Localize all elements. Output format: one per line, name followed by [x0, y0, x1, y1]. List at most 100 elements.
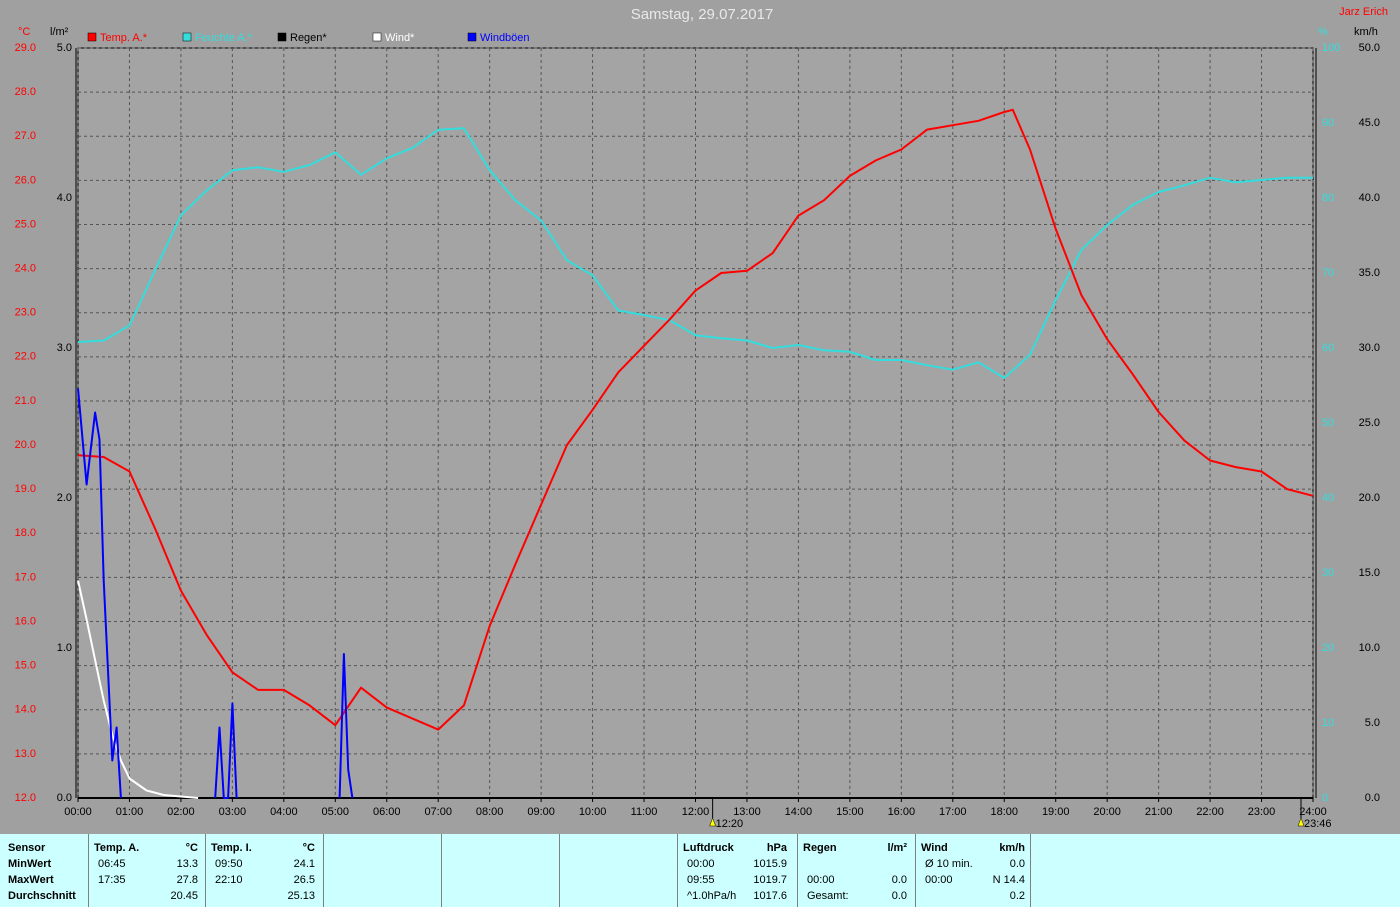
x-tick-label: 15:00 — [836, 806, 864, 818]
y2-tick-label: 45.0 — [1359, 117, 1380, 129]
group-unit: l/m² — [887, 842, 907, 854]
y-tick-label: 19.0 — [15, 483, 36, 495]
x-tick-label: 10:00 — [579, 806, 607, 818]
y-tick-label: 28.0 — [15, 86, 36, 98]
cell-label: 09:55 — [687, 874, 715, 886]
annotation-label: 12:20 — [716, 818, 744, 830]
y4-tick-label: 20 — [1322, 642, 1334, 654]
y-tick-label: 14.0 — [15, 704, 36, 716]
y-tick-label: 22.0 — [15, 351, 36, 363]
x-tick-label: 18:00 — [990, 806, 1018, 818]
cell-label: 09:50 — [215, 858, 243, 870]
chart: Samstag, 29.07.2017 Jarz Erich °C l/m² %… — [15, 6, 1388, 830]
row-label: MaxWert — [8, 874, 54, 886]
legend-swatch — [87, 32, 97, 42]
x-tick-label: 19:00 — [1042, 806, 1070, 818]
y-tick-label: 24.0 — [15, 262, 36, 274]
legend-swatch — [372, 32, 382, 42]
group-title: Regen — [803, 842, 837, 854]
cell-value: 25.13 — [287, 890, 315, 902]
column-separator — [205, 834, 206, 907]
cell-value: 0.0 — [1009, 858, 1025, 870]
y-tick-label: 13.0 — [15, 748, 36, 760]
y-tick-label: 12.0 — [15, 792, 36, 804]
column-separator — [1030, 834, 1031, 907]
cell-value: 0.0 — [891, 874, 907, 886]
group-title: Wind — [921, 842, 948, 854]
y4-tick-label: 50 — [1322, 417, 1334, 429]
group-title: Temp. A. — [94, 842, 140, 854]
cell-label: 06:45 — [98, 858, 126, 870]
group-title: Temp. I. — [211, 842, 252, 854]
series-line — [77, 108, 1314, 731]
y2-tick-label: 20.0 — [1359, 492, 1380, 504]
cell-value: 0.2 — [1009, 890, 1025, 902]
y3-tick-label: 3.0 — [57, 342, 72, 354]
row-label: Sensor — [8, 842, 46, 854]
column-separator — [797, 834, 798, 907]
y2-tick-label: 25.0 — [1359, 417, 1380, 429]
cell-label: ^1.0hPa/h — [687, 890, 737, 902]
cell-value: 1015.9 — [753, 858, 787, 870]
cell-value: 27.8 — [176, 874, 198, 886]
cell-label: 22:10 — [215, 874, 243, 886]
y4-tick-label: 40 — [1322, 492, 1334, 504]
cell-value: 1019.7 — [753, 874, 787, 886]
x-tick-label: 16:00 — [888, 806, 916, 818]
cell-label: 17:35 — [98, 874, 126, 886]
x-tick-label: 09:00 — [527, 806, 555, 818]
x-tick-label: 05:00 — [322, 806, 350, 818]
legend-swatch — [277, 32, 287, 42]
y3-tick-label: 4.0 — [57, 192, 72, 204]
y2-tick-label: 40.0 — [1359, 192, 1380, 204]
y4-axis-unit: % — [1318, 26, 1328, 38]
y4-tick-label: 10 — [1322, 717, 1334, 729]
y4-tick-label: 60 — [1322, 342, 1334, 354]
x-tick-label: 13:00 — [733, 806, 761, 818]
x-tick-label: 01:00 — [116, 806, 144, 818]
column-separator — [677, 834, 678, 907]
x-tick-label: 07:00 — [424, 806, 452, 818]
y-tick-label: 18.0 — [15, 527, 36, 539]
column-separator — [559, 834, 560, 907]
cell-label: 00:00 — [687, 858, 715, 870]
cell-value: 13.3 — [176, 858, 198, 870]
cell-value: 20.45 — [170, 890, 198, 902]
legend-label: Windböen — [480, 32, 530, 44]
column-separator — [323, 834, 324, 907]
cell-value: 0.0 — [891, 890, 907, 902]
y2-tick-label: 15.0 — [1359, 567, 1380, 579]
y2-tick-label: 50.0 — [1359, 42, 1380, 54]
x-tick-label: 04:00 — [270, 806, 298, 818]
x-tick-label: 00:00 — [64, 806, 92, 818]
annotation-icon — [709, 817, 716, 827]
legend-swatch — [467, 32, 477, 42]
x-tick-label: 08:00 — [476, 806, 504, 818]
legend-label: Wind* — [385, 32, 415, 44]
y3-tick-label: 1.0 — [57, 642, 72, 654]
y2-tick-label: 35.0 — [1359, 267, 1380, 279]
legend-label: Regen* — [290, 32, 327, 44]
y4-tick-label: 90 — [1322, 117, 1334, 129]
legend-label: Temp. A.* — [100, 32, 148, 44]
y3-axis-unit: l/m² — [50, 26, 69, 38]
cell-label: Gesamt: — [807, 890, 849, 902]
y4-tick-label: 0 — [1322, 792, 1328, 804]
y4-tick-label: 70 — [1322, 267, 1334, 279]
x-tick-label: 23:00 — [1248, 806, 1276, 818]
annotation-icon — [1297, 817, 1305, 827]
cell-value: N 14.4 — [992, 874, 1025, 886]
legend-swatch — [182, 32, 192, 42]
x-tick-label: 02:00 — [167, 806, 195, 818]
y2-tick-label: 5.0 — [1365, 717, 1380, 729]
y-tick-label: 16.0 — [15, 615, 36, 627]
y4-tick-label: 80 — [1322, 192, 1334, 204]
y-tick-label: 27.0 — [15, 130, 36, 142]
series-line — [77, 580, 199, 799]
author: Jarz Erich — [1339, 6, 1388, 18]
x-tick-label: 14:00 — [785, 806, 813, 818]
y4-tick-label: 100 — [1322, 42, 1340, 54]
y3-tick-label: 0.0 — [57, 792, 72, 804]
stats-table: Sensor MinWert MaxWert Durchschnitt Temp. A.… — [0, 834, 1400, 907]
